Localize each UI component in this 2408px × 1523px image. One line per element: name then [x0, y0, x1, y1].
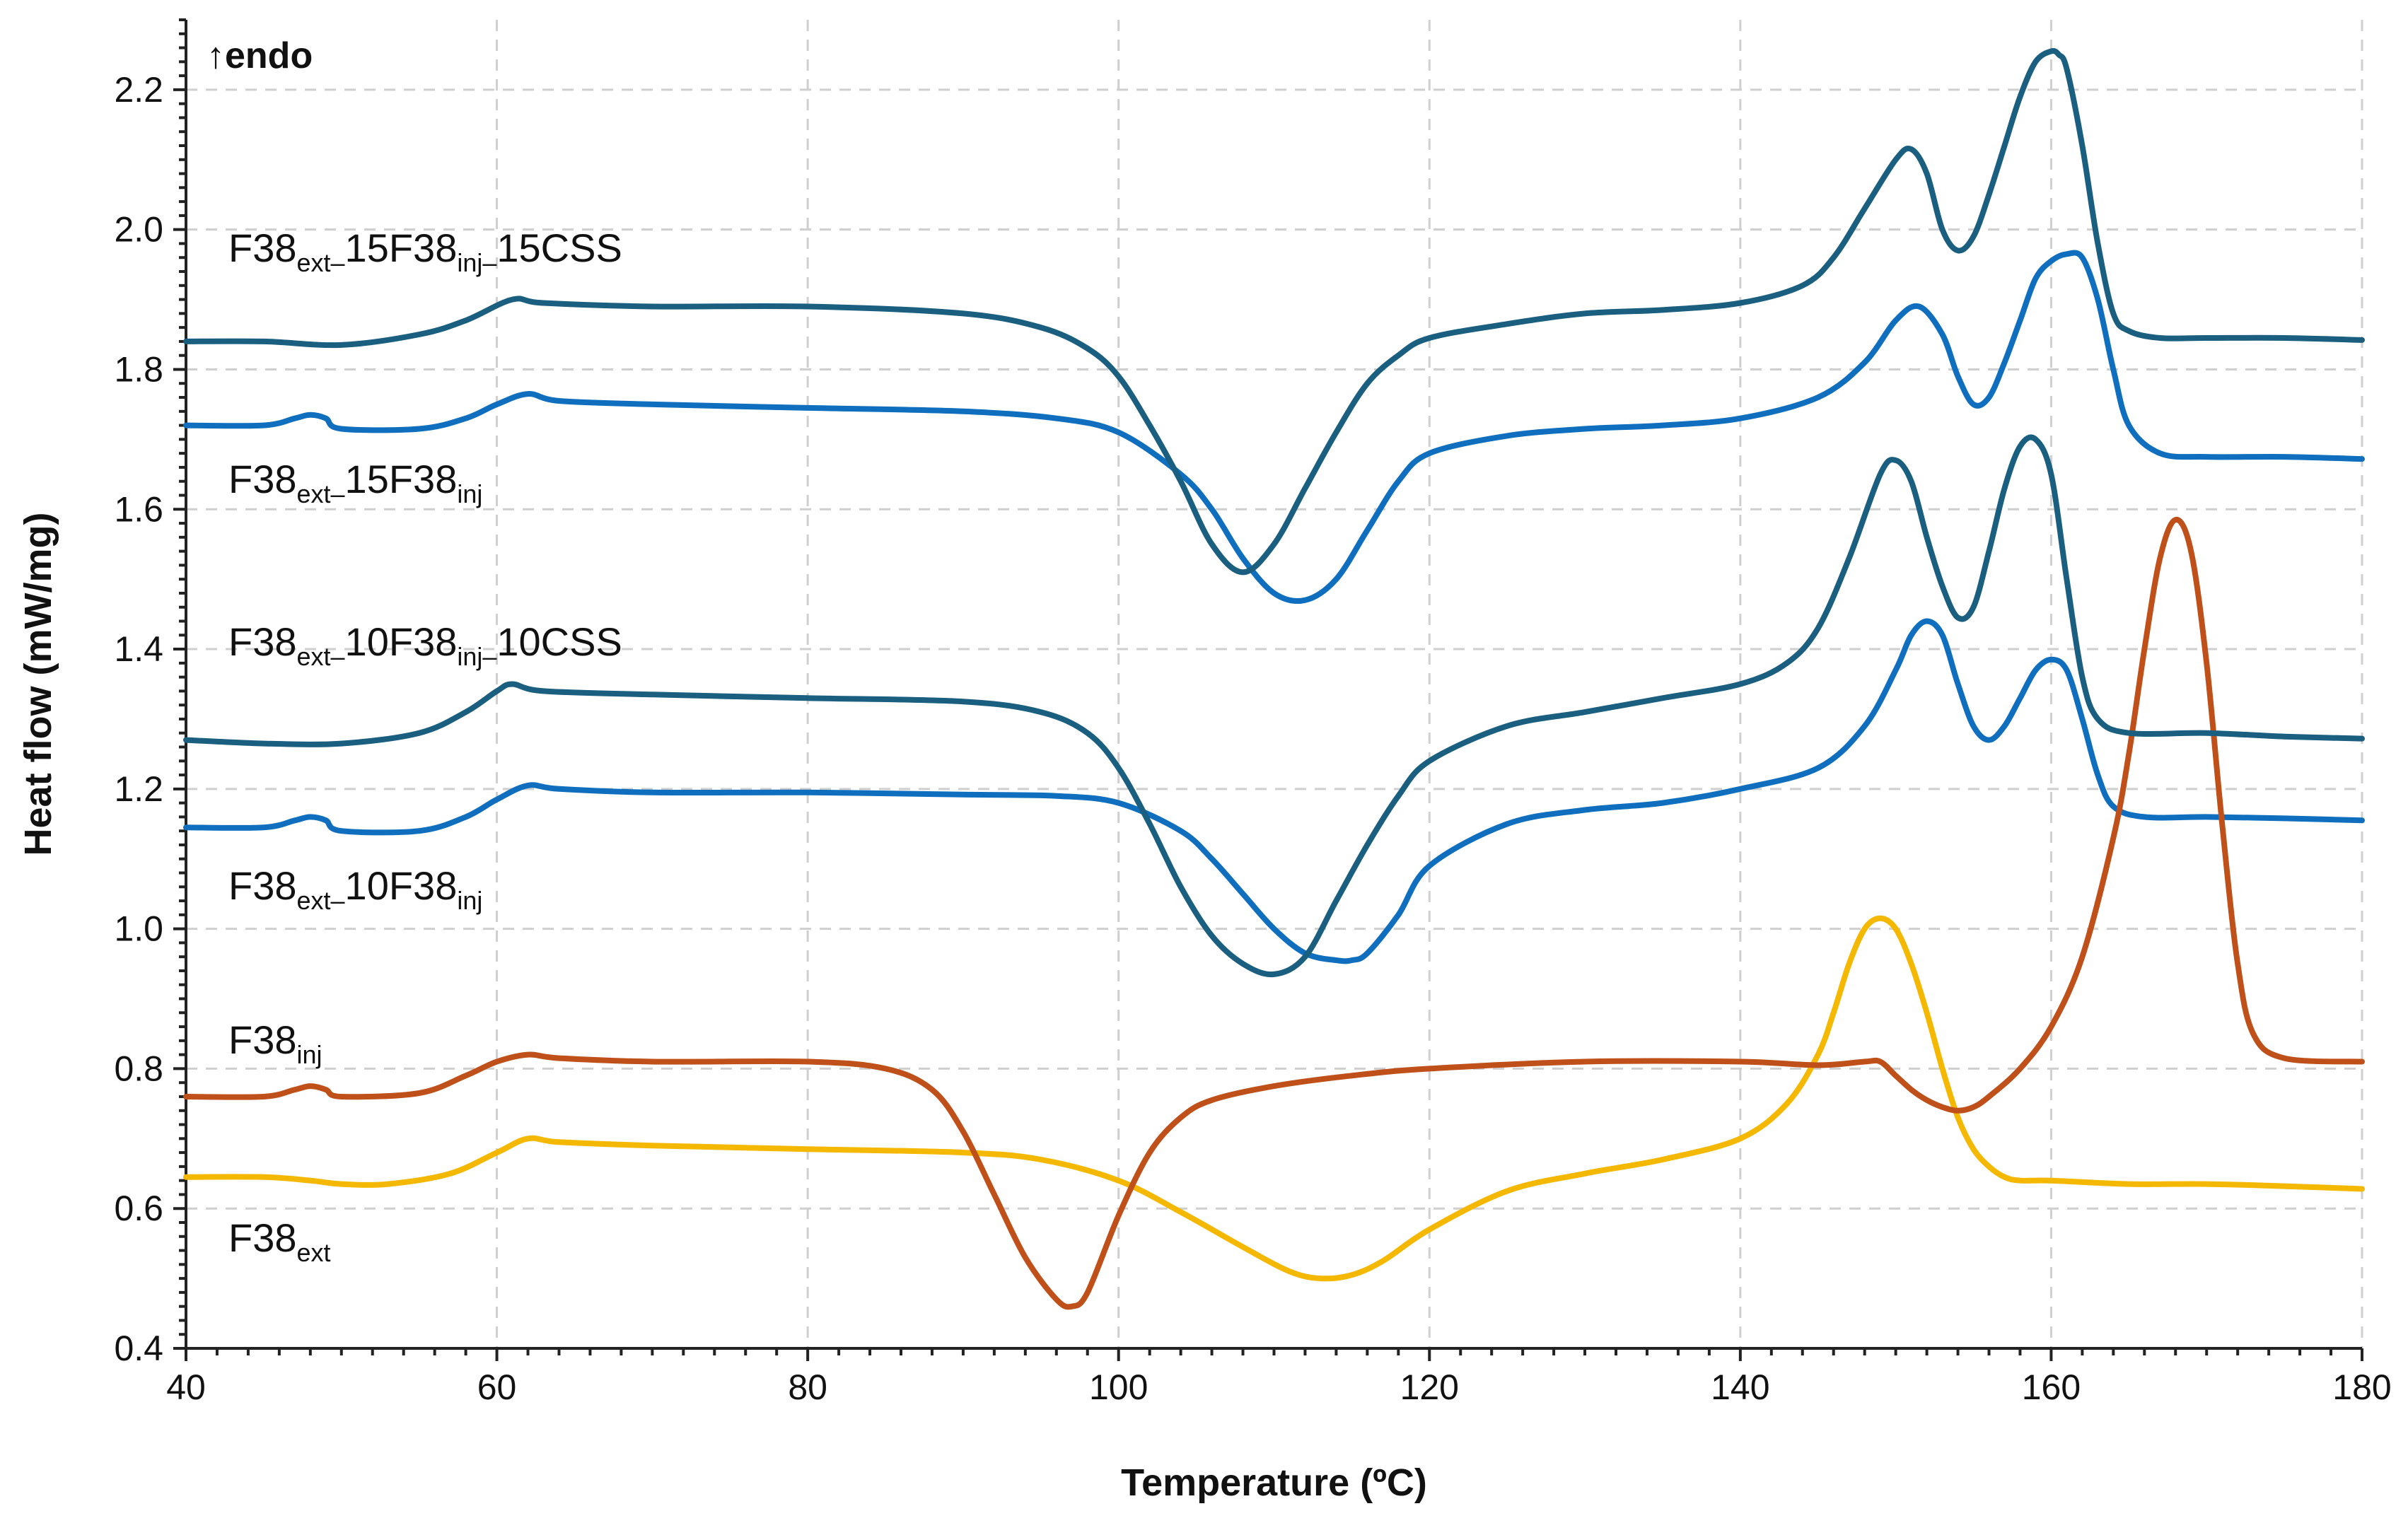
label-subscript: inj	[457, 479, 482, 508]
x-tick-label: 120	[1400, 1367, 1459, 1407]
y-tick-label: 0.8	[114, 1049, 163, 1088]
series-line-f38-ext-10f38-inj-10css	[183, 434, 2365, 978]
x-tick-label: 180	[2332, 1367, 2391, 1407]
data-series	[183, 48, 2365, 1310]
y-tick-label: 1.6	[114, 489, 163, 529]
series-line-f38-ext	[183, 915, 2365, 1282]
label-subscript: inj–	[457, 248, 496, 277]
label-main: 15CSS	[496, 226, 622, 270]
label-main: 10CSS	[496, 619, 622, 664]
series-label: F38ext	[228, 1215, 331, 1267]
label-subscript: ext–	[297, 642, 345, 671]
label-main: F38	[228, 1017, 297, 1062]
label-main: 10F38	[345, 863, 458, 908]
label-subscript: ext	[297, 1238, 331, 1267]
x-tick-label: 140	[1711, 1367, 1769, 1407]
series-line-f38-inj	[183, 517, 2365, 1310]
y-tick-label: 1.2	[114, 769, 163, 809]
label-main: F38	[228, 457, 297, 501]
endo-annotation: ↑endo	[207, 35, 313, 76]
x-tick-label: 80	[788, 1367, 827, 1407]
series-line-f38-ext-15f38-inj-15css	[183, 48, 2365, 576]
label-main: 15F38	[345, 457, 458, 501]
x-tick-label: 100	[1089, 1367, 1148, 1407]
series-label: F38ext–10F38inj	[228, 863, 482, 915]
label-subscript: ext–	[297, 479, 345, 508]
series-line-f38-ext-10f38-inj	[183, 618, 2365, 964]
y-tick-label: 0.4	[114, 1329, 163, 1368]
series-line-f38-ext-15f38-inj	[183, 250, 2365, 605]
y-tick-label: 1.4	[114, 629, 163, 669]
label-main: F38	[228, 619, 297, 664]
y-tick-label: 1.8	[114, 349, 163, 389]
x-tick-label: 160	[2022, 1367, 2081, 1407]
series-label: F38ext–15F38inj–15CSS	[228, 226, 622, 277]
label-main: F38	[228, 1215, 297, 1260]
label-main: 15F38	[345, 226, 458, 270]
y-tick-label: 2.0	[114, 210, 163, 250]
label-main: 10F38	[345, 619, 458, 664]
label-subscript: inj	[297, 1040, 322, 1069]
x-tick-label: 40	[166, 1367, 206, 1407]
label-subscript: inj	[457, 886, 482, 915]
series-labels: F38ext–15F38inj–15CSSF38ext–15F38injF38e…	[228, 226, 622, 1267]
y-tick-label: 0.6	[114, 1189, 163, 1228]
axis-ticks: 40 60 80 100 120 140 160 180 0.4 0.6 0.8 1.0 1.2 1.4 1…	[114, 18, 2392, 1407]
y-tick-label: 1.0	[114, 909, 163, 949]
label-main: F38	[228, 226, 297, 270]
label-subscript: ext–	[297, 886, 345, 915]
series-label: F38inj	[228, 1017, 322, 1069]
label-subscript: ext–	[297, 248, 345, 277]
series-label: F38ext–15F38inj	[228, 457, 482, 508]
x-axis-title: Temperature (ºC)	[1121, 1461, 1427, 1504]
label-main: F38	[228, 863, 297, 908]
x-tick-label: 60	[477, 1367, 517, 1407]
series-label: F38ext–10F38inj–10CSS	[228, 619, 622, 671]
y-tick-label: 2.2	[114, 70, 163, 110]
y-axis-title: Heat flow (mW/mg)	[17, 513, 59, 856]
label-subscript: inj–	[457, 642, 496, 671]
